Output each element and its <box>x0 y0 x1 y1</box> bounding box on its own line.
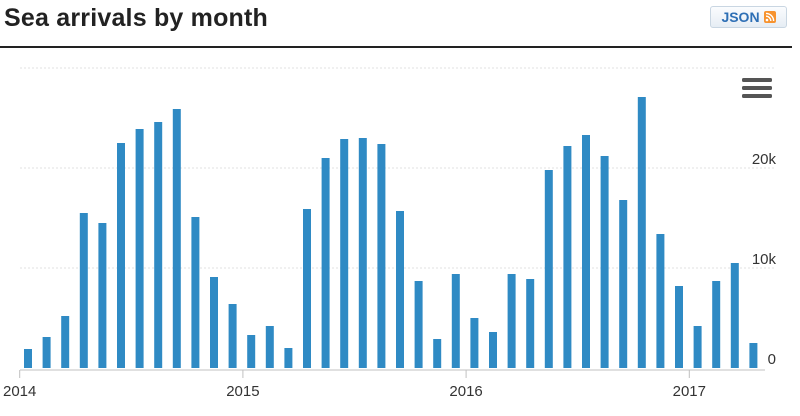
x-tick-label: 2015 <box>226 383 259 400</box>
chart-header: Sea arrivals by month JSON <box>0 0 792 48</box>
x-tick-label: 2017 <box>673 383 706 400</box>
bar-2016-07 <box>582 135 590 368</box>
y-tick-label: 10k <box>752 251 777 268</box>
bar-2017-04 <box>749 343 758 368</box>
x-tick-label: 2016 <box>449 383 482 400</box>
bar-2015-10 <box>414 281 423 368</box>
bar-2016-08 <box>600 156 609 368</box>
x-axis: 2014 2015 2016 2017 <box>3 369 765 400</box>
bar-2014-06 <box>117 143 125 368</box>
bar-2014-05 <box>98 223 107 368</box>
bar-2014-08 <box>154 122 163 368</box>
json-label: JSON <box>721 9 760 25</box>
y-tick-label: 0 <box>768 351 776 368</box>
bar-2014-09 <box>172 109 181 368</box>
bar-2016-11 <box>656 234 665 368</box>
hamburger-menu-icon[interactable] <box>742 72 772 104</box>
bar-2017-03 <box>730 263 739 368</box>
bar-2016-06 <box>563 146 572 368</box>
bar-2014-01 <box>24 349 32 368</box>
chart-title: Sea arrivals by month <box>4 4 269 32</box>
bar-2014-12 <box>228 304 237 368</box>
bar-2014-03 <box>61 316 70 368</box>
bar-2017-01 <box>693 326 702 368</box>
bar-2016-12 <box>675 286 683 368</box>
bar-2015-11 <box>433 339 442 368</box>
bar-2016-03 <box>507 274 516 368</box>
bar-2015-12 <box>451 274 460 368</box>
bar-2015-04 <box>303 209 311 368</box>
bar-2016-02 <box>489 332 497 368</box>
bar-2014-10 <box>191 217 200 368</box>
bar-2014-02 <box>42 337 51 368</box>
json-feed-button[interactable]: JSON <box>710 6 787 28</box>
bar-2016-05 <box>544 170 553 368</box>
bar-2014-07 <box>135 129 144 368</box>
rss-icon <box>763 11 776 23</box>
bar-series <box>24 97 758 368</box>
bar-2016-04 <box>526 279 535 368</box>
x-tick-label: 2014 <box>3 383 36 400</box>
bar-2015-01 <box>247 335 256 368</box>
bar-2015-03 <box>284 348 293 368</box>
bar-2015-08 <box>377 144 386 368</box>
bar-chart: 0 10k 20k 2014 2015 2016 2017 <box>3 67 777 400</box>
bar-2017-02 <box>712 281 721 368</box>
bar-2015-02 <box>265 326 274 368</box>
bar-2014-04 <box>79 213 88 368</box>
bar-2016-01 <box>470 318 479 368</box>
y-axis-labels: 0 10k 20k <box>752 151 777 368</box>
bar-2015-07 <box>358 138 367 368</box>
bar-2016-09 <box>619 200 628 368</box>
bar-2015-05 <box>321 158 330 368</box>
y-tick-label: 20k <box>752 151 777 168</box>
bar-2015-06 <box>340 139 349 368</box>
title-divider <box>0 46 792 48</box>
bar-2014-11 <box>210 277 218 368</box>
bar-2016-10 <box>637 97 646 368</box>
bar-2015-09 <box>396 211 404 368</box>
